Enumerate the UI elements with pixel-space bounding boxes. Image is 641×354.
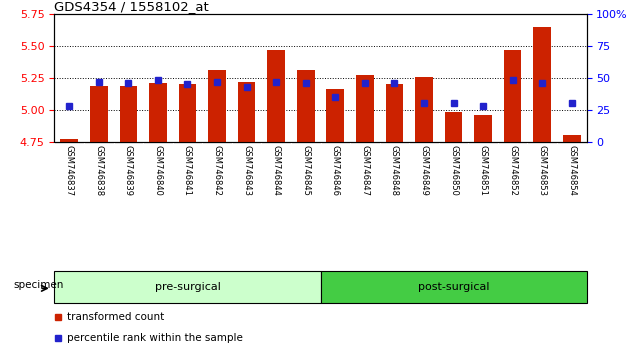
- Text: GSM746852: GSM746852: [508, 145, 517, 196]
- Bar: [238, 82, 256, 142]
- Bar: [119, 86, 137, 142]
- Text: pre-surgical: pre-surgical: [154, 282, 221, 292]
- Text: GSM746842: GSM746842: [213, 145, 222, 196]
- Text: GSM746838: GSM746838: [94, 145, 103, 196]
- Text: GSM746845: GSM746845: [301, 145, 310, 196]
- Text: specimen: specimen: [13, 280, 64, 290]
- Text: GSM746853: GSM746853: [538, 145, 547, 196]
- Text: GDS4354 / 1558102_at: GDS4354 / 1558102_at: [54, 0, 209, 13]
- Text: GSM746847: GSM746847: [360, 145, 369, 196]
- Text: GSM746839: GSM746839: [124, 145, 133, 196]
- Bar: [326, 89, 344, 142]
- Bar: [474, 115, 492, 142]
- Bar: [445, 112, 462, 142]
- Bar: [533, 27, 551, 142]
- Text: GSM746843: GSM746843: [242, 145, 251, 196]
- Bar: [60, 139, 78, 142]
- Bar: [179, 84, 196, 142]
- Bar: [54, 271, 320, 303]
- Text: GSM746850: GSM746850: [449, 145, 458, 196]
- Text: GSM746844: GSM746844: [272, 145, 281, 196]
- Text: transformed count: transformed count: [67, 312, 165, 322]
- Text: GSM746849: GSM746849: [419, 145, 428, 196]
- Bar: [356, 75, 374, 142]
- Bar: [385, 84, 403, 142]
- Text: GSM746840: GSM746840: [153, 145, 162, 196]
- Bar: [563, 135, 581, 142]
- Bar: [504, 50, 522, 142]
- Text: GSM746846: GSM746846: [331, 145, 340, 196]
- Text: GSM746848: GSM746848: [390, 145, 399, 196]
- Bar: [208, 70, 226, 142]
- Bar: [267, 50, 285, 142]
- Text: GSM746837: GSM746837: [65, 145, 74, 196]
- Bar: [90, 86, 108, 142]
- Bar: [415, 76, 433, 142]
- Text: post-surgical: post-surgical: [418, 282, 489, 292]
- Text: GSM746841: GSM746841: [183, 145, 192, 196]
- Bar: [320, 271, 587, 303]
- Text: GSM746854: GSM746854: [567, 145, 576, 196]
- Bar: [297, 70, 315, 142]
- Text: GSM746851: GSM746851: [479, 145, 488, 196]
- Text: percentile rank within the sample: percentile rank within the sample: [67, 332, 243, 343]
- Bar: [149, 83, 167, 142]
